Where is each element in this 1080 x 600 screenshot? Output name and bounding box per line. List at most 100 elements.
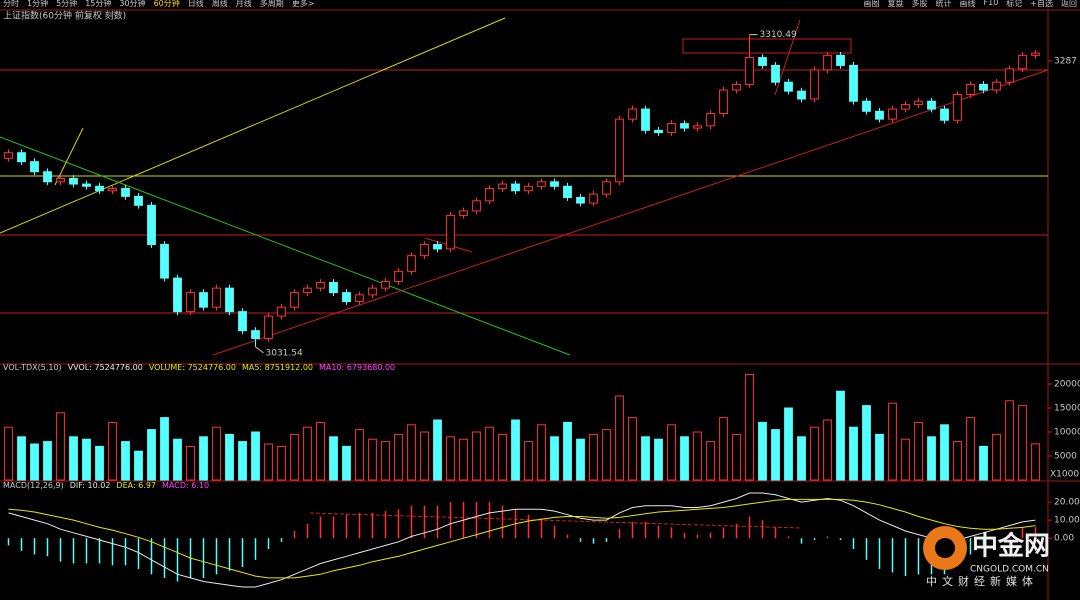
volume-bar: [940, 424, 949, 481]
volume-bar: [576, 438, 585, 481]
tool-button[interactable]: 返回: [1061, 0, 1077, 8]
volume-bar: [264, 443, 273, 481]
tool-bar: 画图 复盘 多股 统计 画线 F10 标记 +自选 返回: [864, 0, 1077, 9]
candle-body: [433, 243, 442, 250]
volume-bar: [732, 433, 741, 481]
volume-stat: VOL-TDX(5,10): [3, 363, 62, 372]
tool-button[interactable]: F10: [983, 0, 999, 7]
candle-body: [979, 83, 988, 91]
period-button[interactable]: 30分钟: [119, 0, 146, 8]
candle-body: [823, 54, 832, 71]
drawn-box: [682, 38, 852, 54]
period-button[interactable]: 60分钟: [153, 0, 180, 8]
volume-stat: MA5: 8751912.00: [241, 363, 313, 372]
volume-bar: [199, 436, 208, 481]
volume-bar: [329, 436, 338, 481]
period-button[interactable]: 1分钟: [27, 0, 49, 8]
volume-header: VOL-TDX(5,10) VVOL: 7524776.00 VOLUME: 752…: [3, 363, 395, 372]
candle-body: [953, 94, 962, 121]
candle-body: [1005, 68, 1014, 83]
period-button[interactable]: 更多>: [291, 0, 315, 8]
volume-bar: [927, 436, 936, 481]
volume-bar: [875, 433, 884, 481]
candle-body: [30, 161, 39, 173]
period-button[interactable]: 多周期: [259, 0, 284, 8]
period-button[interactable]: 分时: [3, 0, 19, 8]
candle-body: [758, 57, 767, 66]
trend-line: [0, 17, 506, 234]
volume-bar: [251, 431, 260, 481]
candle-body: [303, 287, 312, 294]
volume-bar: [693, 431, 702, 481]
candle-body: [771, 64, 780, 83]
tool-button[interactable]: 复盘: [887, 0, 904, 8]
tool-button[interactable]: 画图: [863, 0, 880, 8]
candle-body: [446, 214, 455, 250]
y-tick-label: 0.00: [1054, 534, 1074, 544]
period-button[interactable]: 5分钟: [56, 0, 78, 8]
period-button[interactable]: 15分钟: [85, 0, 112, 8]
volume-bar: [667, 424, 676, 481]
candle-body: [186, 292, 195, 313]
volume-bar: [563, 421, 572, 481]
candle-body: [225, 287, 234, 313]
tool-button[interactable]: 统计: [935, 0, 952, 8]
candle-body: [940, 108, 949, 121]
candle-body: [82, 183, 91, 187]
candle-body: [277, 306, 286, 317]
candle-body: [95, 185, 104, 192]
logo-name: 中金网: [972, 531, 1050, 562]
volume-bar: [303, 426, 312, 481]
candle-body: [563, 185, 572, 198]
annotation-label: 3310.49: [760, 30, 797, 40]
candle-body: [862, 100, 871, 112]
period-button[interactable]: 周线: [211, 0, 228, 8]
candle-body: [680, 123, 689, 129]
tool-button[interactable]: 标记: [1006, 0, 1023, 8]
volume-bar: [849, 426, 858, 481]
candle-body: [212, 287, 221, 308]
candle-body: [199, 292, 208, 308]
macd-stat: DIF: 10.02: [69, 481, 111, 490]
volume-bar: [394, 433, 403, 481]
candle-body: [134, 195, 143, 206]
volume-bar: [979, 445, 988, 481]
volume-bar: [797, 436, 806, 481]
candle-body: [745, 57, 754, 85]
volume-bar: [589, 433, 598, 481]
volume-bar: [82, 438, 91, 481]
volume-bar: [1031, 443, 1040, 481]
tool-button[interactable]: +自选: [1030, 0, 1053, 8]
drawn-line: [309, 512, 801, 529]
volume-bar: [368, 438, 377, 481]
volume-bar: [537, 424, 546, 481]
candle-body: [108, 188, 117, 192]
volume-bar: [823, 419, 832, 481]
volume-bar: [121, 441, 130, 481]
volume-bar: [628, 417, 637, 481]
tool-button[interactable]: 多股: [911, 0, 928, 8]
macd-line: [8, 498, 1036, 579]
volume-bar: [771, 429, 780, 481]
volume-bar: [446, 436, 455, 481]
trend-line: [212, 69, 1049, 356]
volume-bar: [472, 431, 481, 481]
y-tick-label: 20.00: [1054, 498, 1080, 508]
volume-bar: [602, 429, 611, 481]
candle-body: [602, 181, 611, 195]
volume-bar: [95, 445, 104, 481]
macd-stat: DEA: 6.97: [116, 481, 157, 490]
period-button[interactable]: 月线: [235, 0, 252, 8]
volume-bar: [173, 438, 182, 481]
tool-button[interactable]: 画线: [959, 0, 976, 8]
volume-bar: [745, 373, 754, 481]
candle-body: [4, 152, 13, 159]
candle-body: [17, 152, 26, 163]
candle-body: [56, 177, 65, 183]
candle-body: [732, 83, 741, 91]
volume-bar: [862, 405, 871, 481]
period-button[interactable]: 日线: [187, 0, 204, 8]
volume-bar: [953, 441, 962, 481]
